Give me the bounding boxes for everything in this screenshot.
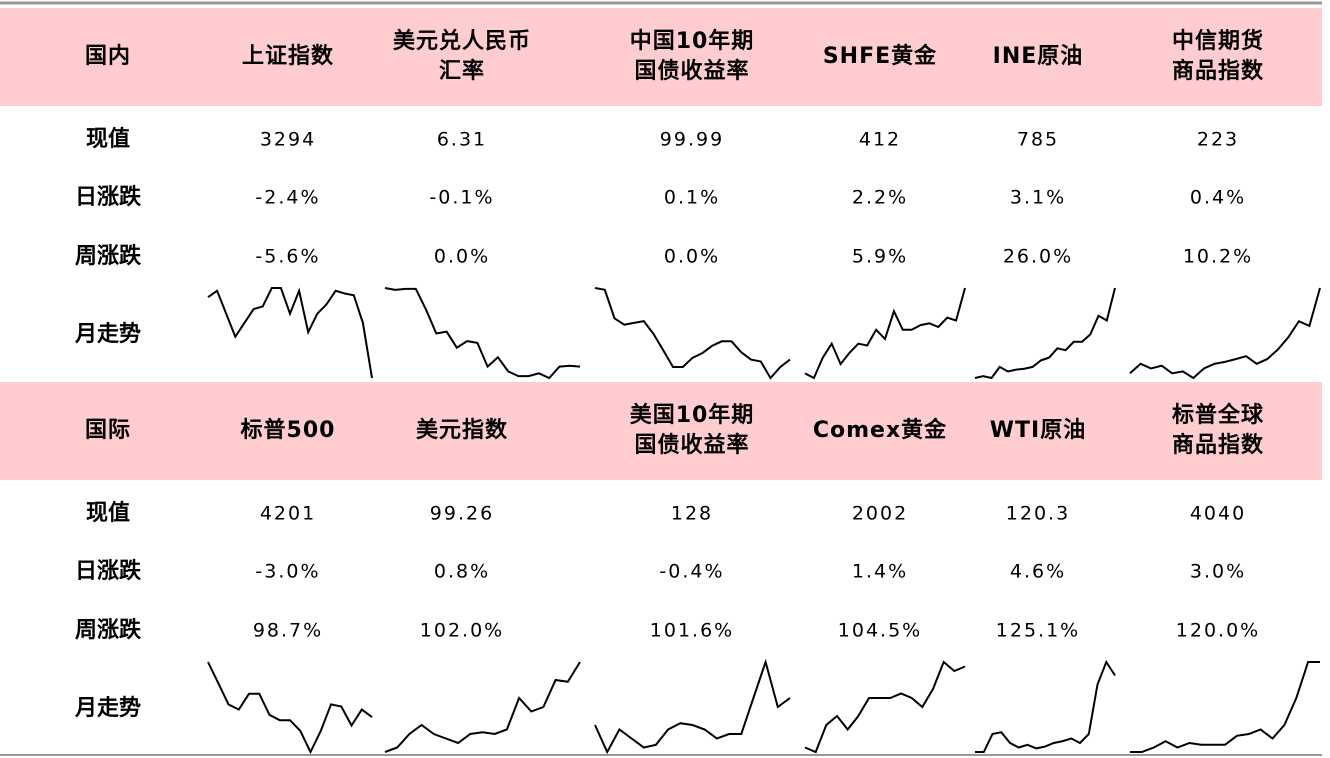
cell-value: 0.8%: [434, 561, 490, 583]
cell-value: 120.3: [1006, 503, 1070, 525]
row-label: 现值: [86, 500, 130, 526]
sparkline: [594, 287, 791, 380]
cell-value: 2002: [852, 503, 908, 525]
sparkline: [207, 287, 373, 379]
row-label: 周涨跌: [75, 618, 142, 643]
header-cell: 国债收益率: [634, 432, 749, 458]
cell-value: 785: [1017, 129, 1059, 151]
sparkline: [975, 659, 1116, 753]
cell-value: 412: [859, 129, 901, 151]
sparkline: [804, 660, 966, 754]
header-cell: 国债收益率: [634, 58, 749, 84]
cell-value: -0.1%: [429, 187, 494, 209]
header-cell: 商品指数: [1172, 432, 1264, 458]
cell-value: 99.26: [430, 503, 494, 525]
cell-value: 0.0%: [664, 246, 720, 268]
row-label: 现值: [86, 126, 130, 152]
header-cell: 美元指数: [416, 417, 508, 443]
row-label: 月走势: [74, 695, 141, 721]
sparkline: [804, 287, 966, 380]
cell-value: 120.0%: [1176, 620, 1260, 642]
cell-value: -0.4%: [659, 561, 724, 583]
cell-value: 26.0%: [1003, 246, 1073, 268]
header-cell: WTI原油: [990, 418, 1086, 443]
sparkline: [1129, 287, 1321, 380]
header-cell: 标普全球: [1172, 402, 1264, 428]
header-cell: 中国10年期: [630, 28, 755, 54]
header-cell: 中信期货: [1172, 28, 1264, 54]
header-cell: 国内: [85, 44, 131, 69]
row-label: 日涨跌: [75, 559, 142, 584]
sparkline: [207, 661, 373, 755]
cell-value: 3.0%: [1190, 561, 1246, 583]
header-cell: 国际: [85, 418, 131, 443]
header-cell: 美元兑人民币: [393, 28, 531, 54]
header-band: [0, 382, 1322, 480]
cell-value: -5.6%: [255, 246, 320, 268]
header-band: [0, 8, 1322, 106]
cell-value: 125.1%: [996, 620, 1080, 642]
cell-value: 0.1%: [664, 187, 720, 209]
cell-value: 98.7%: [253, 620, 323, 642]
header-cell: SHFE黄金: [823, 43, 937, 69]
cell-value: 6.31: [437, 129, 487, 151]
sparkline: [1130, 661, 1320, 753]
cell-value: 3.1%: [1010, 187, 1066, 209]
cell-value: 102.0%: [420, 620, 504, 642]
cell-value: 128: [671, 503, 713, 525]
cell-value: 99.99: [660, 129, 724, 151]
header-cell: Comex黄金: [813, 417, 947, 443]
cell-value: 10.2%: [1183, 246, 1253, 268]
cell-value: 4.6%: [1010, 561, 1066, 583]
header-cell: 标普500: [241, 417, 336, 443]
cell-value: 4201: [260, 503, 316, 525]
cell-value: 2.2%: [852, 187, 908, 209]
sparkline: [594, 658, 791, 755]
cell-value: 0.4%: [1190, 187, 1246, 209]
header-cell: INE原油: [993, 44, 1084, 69]
header-cell: 上证指数: [242, 43, 334, 69]
cell-value: -2.4%: [255, 187, 320, 209]
cell-value: 0.0%: [434, 246, 490, 268]
header-cell: 商品指数: [1172, 58, 1264, 84]
row-label: 月走势: [74, 321, 141, 347]
header-cell: 美国10年期: [630, 402, 755, 428]
cell-value: 104.5%: [838, 620, 922, 642]
sparkline: [384, 661, 581, 753]
row-label: 日涨跌: [75, 185, 142, 210]
cell-value: 1.4%: [852, 561, 908, 583]
sparkline: [974, 287, 1116, 380]
header-cell: 汇率: [439, 58, 485, 84]
cell-value: 101.6%: [650, 620, 734, 642]
cell-value: 4040: [1190, 503, 1246, 525]
row-label: 周涨跌: [75, 244, 142, 269]
cell-value: -3.0%: [255, 561, 320, 583]
cell-value: 223: [1197, 129, 1239, 151]
sparkline: [384, 287, 581, 380]
cell-value: 5.9%: [852, 246, 908, 268]
cell-value: 3294: [260, 129, 316, 151]
